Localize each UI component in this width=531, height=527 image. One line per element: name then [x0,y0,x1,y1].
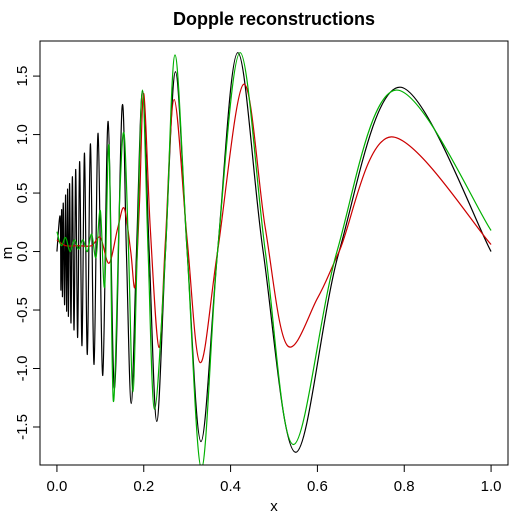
x-tick-label: 0.0 [47,478,68,495]
y-tick-label: 0.0 [14,241,31,262]
x-tick-label: 1.0 [481,478,502,495]
y-tick-label: -1.5 [14,414,31,440]
x-tick-label: 0.4 [220,478,241,495]
data-line [56,52,492,465]
plot-frame [39,40,509,466]
y-tick-label: -1.0 [14,356,31,382]
chart-title: Dopple reconstructions [173,9,375,29]
plot-area [56,52,492,465]
y-tick-label: 1.5 [14,66,31,87]
x-axis-label: x [270,498,278,515]
x-tick-label: 0.8 [394,478,415,495]
y-axis-label: m [0,247,16,260]
x-tick-label: 0.6 [307,478,328,495]
y-tick-label: -0.5 [14,297,31,323]
data-line [56,52,492,453]
x-tick-label: 0.2 [133,478,154,495]
data-line [56,83,492,364]
y-tick-label: 0.5 [14,183,31,204]
y-tick-label: 1.0 [14,124,31,145]
